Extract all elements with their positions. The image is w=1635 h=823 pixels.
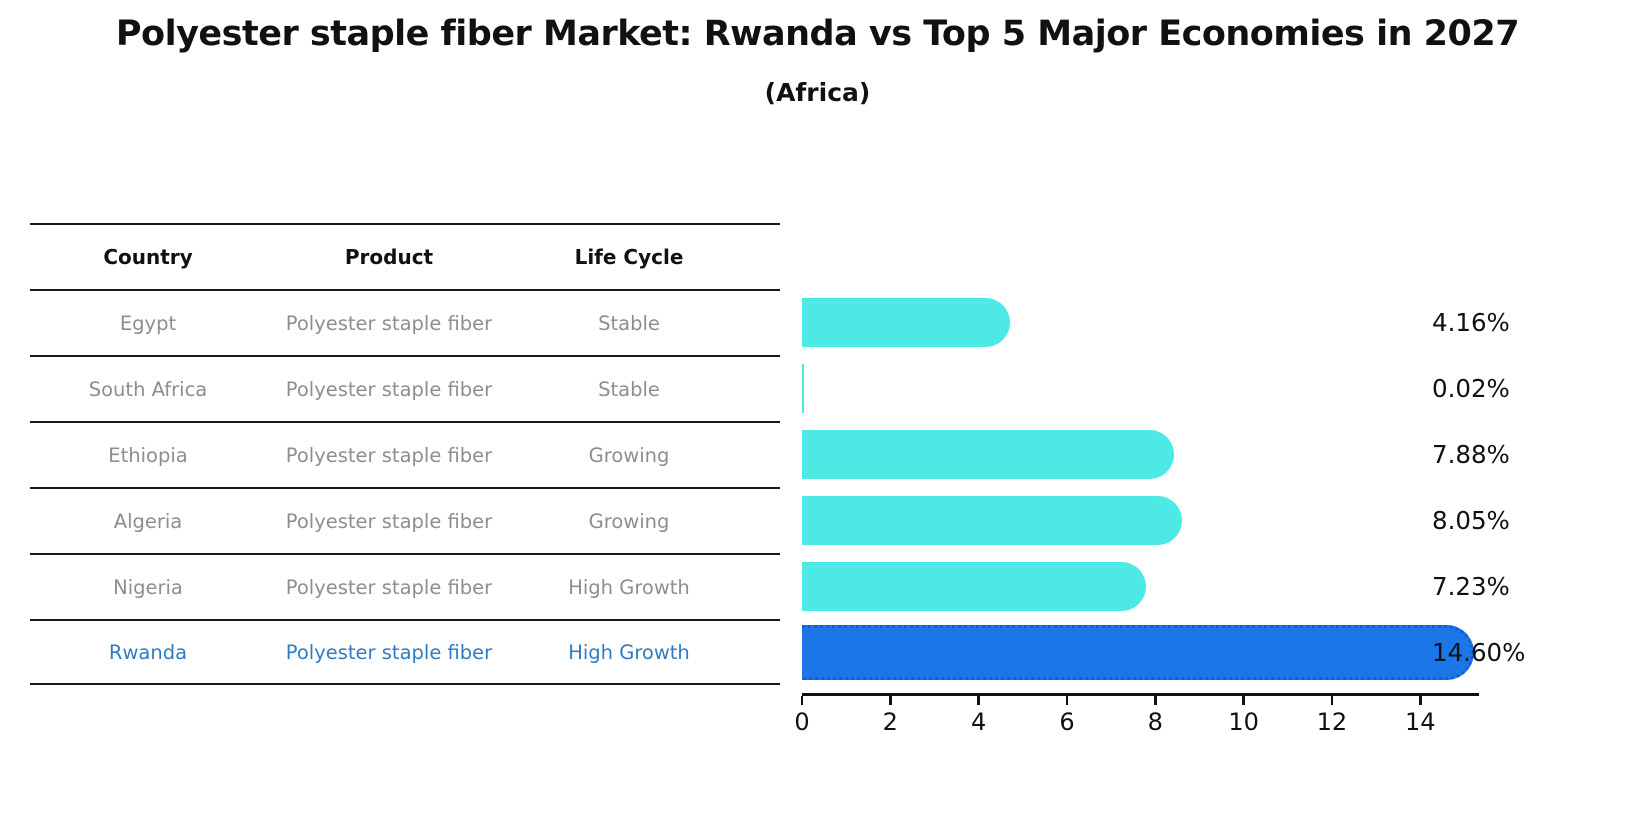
bar-row — [802, 553, 1479, 619]
bar-row — [802, 355, 1479, 421]
x-tick-label: 0 — [794, 708, 810, 736]
bar-rwanda — [802, 624, 1475, 680]
table-row: Rwanda Polyester staple fiber High Growth — [30, 619, 780, 685]
table-header-lifecycle: Life Cycle — [574, 245, 684, 269]
x-tick-label: 14 — [1404, 708, 1436, 736]
table-cell-lifecycle: High Growth — [568, 575, 690, 599]
table-row: Algeria Polyester staple fiber Growing — [30, 487, 780, 553]
table-cell-lifecycle: Growing — [588, 443, 670, 467]
bar-plot-area — [802, 289, 1479, 685]
bar-row — [802, 487, 1479, 553]
bar-nigeria — [802, 561, 1146, 611]
x-tick-label: 10 — [1228, 708, 1259, 736]
table-cell-lifecycle: Growing — [588, 509, 670, 533]
value-label: 7.23% — [1432, 571, 1510, 601]
x-tick-mark — [1330, 696, 1334, 705]
table-row: Egypt Polyester staple fiber Stable — [30, 289, 780, 355]
x-axis: 0 2 4 6 8 10 12 14 — [794, 693, 1479, 743]
table-row: Ethiopia Polyester staple fiber Growing — [30, 421, 780, 487]
value-label-row: 8.05% — [1432, 487, 1612, 553]
x-tick-label: 6 — [1059, 708, 1075, 736]
value-label-row: 14.60% — [1432, 619, 1612, 685]
bar-row — [802, 421, 1479, 487]
value-label-row: 0.02% — [1432, 355, 1612, 421]
bar-ethiopia — [802, 429, 1175, 479]
table-header-row: Country Product Life Cycle — [30, 223, 780, 289]
x-tick-mark — [1419, 696, 1422, 705]
country-table: Country Product Life Cycle Egypt Polyeste… — [30, 223, 780, 685]
bar-algeria — [802, 495, 1182, 545]
table-cell-product: Polyester staple fiber — [285, 443, 493, 467]
x-tick-label: 2 — [882, 708, 898, 736]
table-cell-product: Polyester staple fiber — [285, 640, 493, 664]
value-label: 7.88% — [1432, 439, 1510, 469]
value-label: 8.05% — [1432, 505, 1510, 535]
table-header-product: Product — [344, 245, 434, 269]
bar-egypt — [802, 297, 1011, 347]
x-tick-label: 4 — [971, 708, 987, 736]
value-label-row: 4.16% — [1432, 289, 1612, 355]
table-cell-lifecycle: Stable — [598, 377, 660, 401]
value-label: 14.60% — [1432, 637, 1526, 667]
table-cell-country: Ethiopia — [108, 443, 188, 467]
bar-row — [802, 289, 1479, 355]
x-tick-mark — [977, 696, 980, 705]
chart-title: Polyester staple fiber Market: Rwanda vs… — [115, 14, 1520, 54]
table-cell-product: Polyester staple fiber — [285, 509, 493, 533]
value-label-row: 7.88% — [1432, 421, 1612, 487]
table-cell-product: Polyester staple fiber — [285, 311, 493, 335]
x-tick-mark — [1154, 696, 1157, 705]
table-cell-country: South Africa — [88, 377, 208, 401]
table-cell-country: Egypt — [119, 311, 177, 335]
table-cell-lifecycle: High Growth — [568, 640, 690, 664]
table-cell-product: Polyester staple fiber — [285, 377, 493, 401]
value-label-column: 4.16% 0.02% 7.88% 8.05% 7.23% 14.60% — [1432, 289, 1612, 685]
table-cell-country: Rwanda — [108, 640, 188, 664]
bar-south-africa — [802, 363, 804, 413]
table-cell-country: Nigeria — [113, 575, 183, 599]
chart-subtitle: (Africa) — [764, 78, 871, 107]
x-tick-label: 8 — [1147, 708, 1163, 736]
x-tick-label: 12 — [1316, 708, 1348, 736]
value-label: 0.02% — [1432, 373, 1510, 403]
table-header-country: Country — [103, 245, 193, 269]
table-row: Nigeria Polyester staple fiber High Growth — [30, 553, 780, 619]
value-label: 4.16% — [1432, 307, 1510, 337]
table-cell-country: Algeria — [113, 509, 183, 533]
x-tick-mark — [800, 696, 804, 705]
x-tick-mark — [1242, 696, 1245, 705]
x-axis-line — [802, 693, 1479, 696]
value-label-row: 7.23% — [1432, 553, 1612, 619]
table-row: South Africa Polyester staple fiber Stable — [30, 355, 780, 421]
table-cell-product: Polyester staple fiber — [285, 575, 493, 599]
x-tick-mark — [889, 696, 892, 705]
table-cell-lifecycle: Stable — [598, 311, 660, 335]
x-tick-mark — [1065, 696, 1069, 705]
bar-row — [802, 619, 1479, 685]
